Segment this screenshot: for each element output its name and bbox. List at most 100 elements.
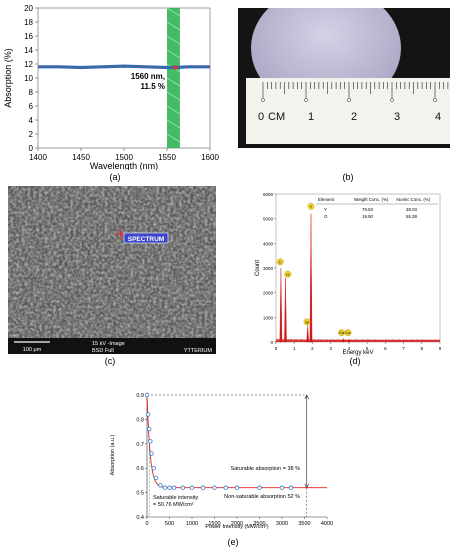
peak-label-badge [344, 329, 352, 337]
data-point [162, 485, 168, 490]
x-tick-label: 2000 [231, 521, 243, 527]
band-hatch [166, 77, 181, 87]
x-tick-label: 3000 [276, 521, 288, 527]
x-tick-label: 2 [311, 346, 314, 351]
ruler-dot [433, 98, 437, 102]
band-hatch [166, 119, 181, 129]
spectrum-peak [309, 213, 313, 343]
data-point [148, 439, 153, 444]
info-kv: 15 kV -Image [92, 341, 125, 347]
spectrum-peak [341, 337, 345, 343]
x-tick-label: 1550 [158, 153, 176, 162]
x-axis-label: Wavelength (nm) [90, 161, 158, 170]
highlight-point [173, 65, 178, 70]
band-hatch [166, 105, 181, 115]
annotation-wavelength: 1560 nm, [131, 72, 165, 81]
info-bar [8, 338, 216, 354]
x-tick-label: 5 [366, 346, 369, 351]
band-hatch [166, 133, 181, 143]
x-tick-label: 0 [145, 521, 148, 527]
x-tick-label: 1600 [201, 153, 219, 162]
data-point [234, 485, 240, 490]
y-tick-label: 0 [270, 340, 273, 345]
ruler-label-0: 0 [258, 111, 264, 123]
spectrum-marker: SPECTRUM [115, 228, 169, 244]
non-saturable-absorption-label: Non-saturable absorption 52 % [224, 494, 300, 500]
saturable-intensity-value: = 50.76 MW/cm² [153, 502, 194, 508]
table-cell: 55.28 [406, 214, 418, 219]
table-header-weight: Weight Conc. (%) [354, 197, 389, 202]
table-header-element: Element [318, 197, 335, 202]
info-mode: BSD Full [92, 348, 114, 354]
data-point [158, 483, 163, 488]
y-tick-label: 12 [24, 60, 33, 69]
data-point [144, 392, 150, 398]
x-tick-label: 3500 [298, 521, 310, 527]
caption-e: (e) [227, 537, 239, 547]
y-tick-label: 14 [24, 46, 33, 55]
y-tick-label: 6000 [263, 192, 274, 197]
saturable-absorption-label: Saturable absorption = 38 % [230, 466, 300, 472]
x-tick-label: 2500 [253, 521, 265, 527]
data-point [279, 485, 285, 490]
y-tick-label: 4 [29, 116, 34, 125]
x-axis-label: Energy keV [342, 350, 373, 356]
y-tick-label: 0.5 [136, 491, 144, 497]
x-tick-label: 6 [384, 346, 387, 351]
caption-c: (c) [104, 356, 116, 366]
arrow-head-top [304, 394, 310, 400]
peak-label: C [279, 259, 282, 264]
y-tick-label: 5000 [263, 217, 274, 222]
peak-label-badge [307, 202, 315, 210]
caption-d: (d) [349, 356, 361, 366]
peak-label: Y [310, 204, 313, 209]
data-point [147, 426, 152, 432]
peak-label-badge [303, 318, 311, 326]
y-tick-label: 0.6 [136, 466, 144, 472]
x-axis-label: Power Intensity (MW/cm²) [205, 524, 268, 530]
spectrum-peak [279, 267, 283, 343]
absorption-line [38, 64, 210, 70]
x-tick-label: 1000 [186, 521, 198, 527]
x-tick-label: 1450 [72, 153, 90, 162]
data-point [153, 475, 159, 481]
ruler-label-1: 1 [308, 111, 314, 123]
spectrum-peak [306, 324, 310, 343]
scale-bar-label: 100 µm [23, 347, 42, 353]
y-axis-label: Absorption (%) [3, 48, 13, 108]
data-point [171, 485, 177, 490]
x-tick-label: 3 [329, 346, 332, 351]
fit-curve [146, 394, 327, 489]
y-tick-label: 2 [29, 130, 34, 139]
x-tick-label: 0 [275, 346, 278, 351]
ruler-label-4: 4 [435, 111, 441, 123]
ruler-label-3: 3 [394, 111, 400, 123]
y-tick-label: 4000 [263, 241, 274, 246]
y-tick-label: 0.8 [136, 417, 144, 423]
x-tick-label: 1400 [29, 153, 47, 162]
x-tick-label: 1500 [208, 521, 220, 527]
y-axis-label: Absorption (a.u.) [110, 435, 116, 476]
data-point [145, 412, 151, 417]
data-point [288, 485, 294, 490]
data-point [149, 451, 154, 456]
x-tick-label: 1500 [115, 153, 133, 162]
panel-a: Absorption (%) Wavelength (nm) 1560 nm, … [0, 0, 227, 171]
band-hatch [166, 91, 181, 101]
eds-spectrum-chart: Count Energy keV Element Weight Conc. (%… [255, 192, 442, 356]
absorption-markers [38, 65, 210, 68]
caption-a: (a) [109, 172, 121, 182]
band-hatch [166, 21, 181, 31]
panel-d: Count Energy keV Element Weight Conc. (%… [250, 186, 450, 356]
data-point [201, 485, 206, 490]
highlight-band [167, 8, 180, 148]
band-hatch [166, 7, 181, 17]
table-cell: 76.53 [362, 207, 374, 212]
band-hatch [166, 35, 181, 45]
peak-label: Ca [339, 330, 345, 335]
element-table: Element Weight Conc. (%) Atomic Conc. (%… [316, 197, 438, 219]
x-tick-label: 4 [348, 346, 351, 351]
y-tick-label: 3000 [263, 266, 274, 271]
sample-photo: 0 CM 1 2 3 4 [238, 8, 450, 148]
saturable-absorption-chart: Absorption (a.u.) Power Intensity (MW/cm… [110, 392, 333, 530]
